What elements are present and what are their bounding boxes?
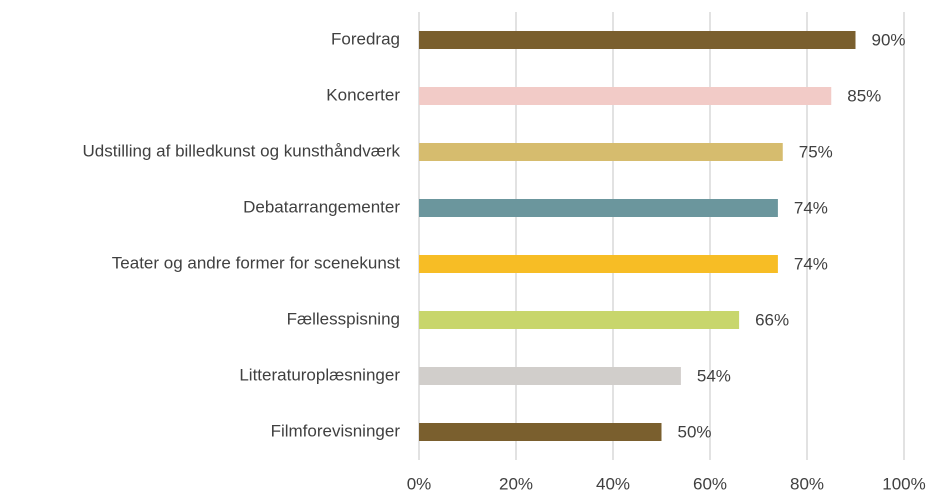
value-label: 74% [794, 254, 828, 273]
x-tick-label: 80% [790, 474, 824, 492]
value-label: 54% [697, 366, 731, 385]
y-tick-label: Foredrag [331, 29, 400, 48]
value-label: 85% [847, 86, 881, 105]
x-tick-label: 60% [693, 474, 727, 492]
bar [419, 199, 778, 217]
bar [419, 423, 662, 441]
x-tick-label: 40% [596, 474, 630, 492]
value-label: 75% [799, 142, 833, 161]
y-tick-label: Debatarrangementer [243, 197, 400, 216]
value-label: 66% [755, 310, 789, 329]
bar [419, 143, 783, 161]
value-label: 74% [794, 198, 828, 217]
x-tick-label: 20% [499, 474, 533, 492]
bar [419, 255, 778, 273]
value-label: 50% [678, 422, 712, 441]
bar [419, 87, 832, 105]
y-tick-label: Teater og andre former for scenekunst [112, 253, 400, 272]
y-tick-label: Fællesspisning [287, 309, 400, 328]
y-tick-label: Koncerter [326, 85, 400, 104]
x-tick-label: 100% [882, 474, 925, 492]
bar [419, 311, 740, 329]
value-label: 90% [872, 30, 906, 49]
bar [419, 31, 856, 49]
bar [419, 367, 681, 385]
x-tick-label: 0% [407, 474, 432, 492]
y-tick-label: Litteraturoplæsninger [239, 365, 400, 384]
y-tick-label: Udstilling af billedkunst og kunsthåndvæ… [82, 141, 400, 160]
y-tick-label: Filmforevisninger [271, 421, 401, 440]
